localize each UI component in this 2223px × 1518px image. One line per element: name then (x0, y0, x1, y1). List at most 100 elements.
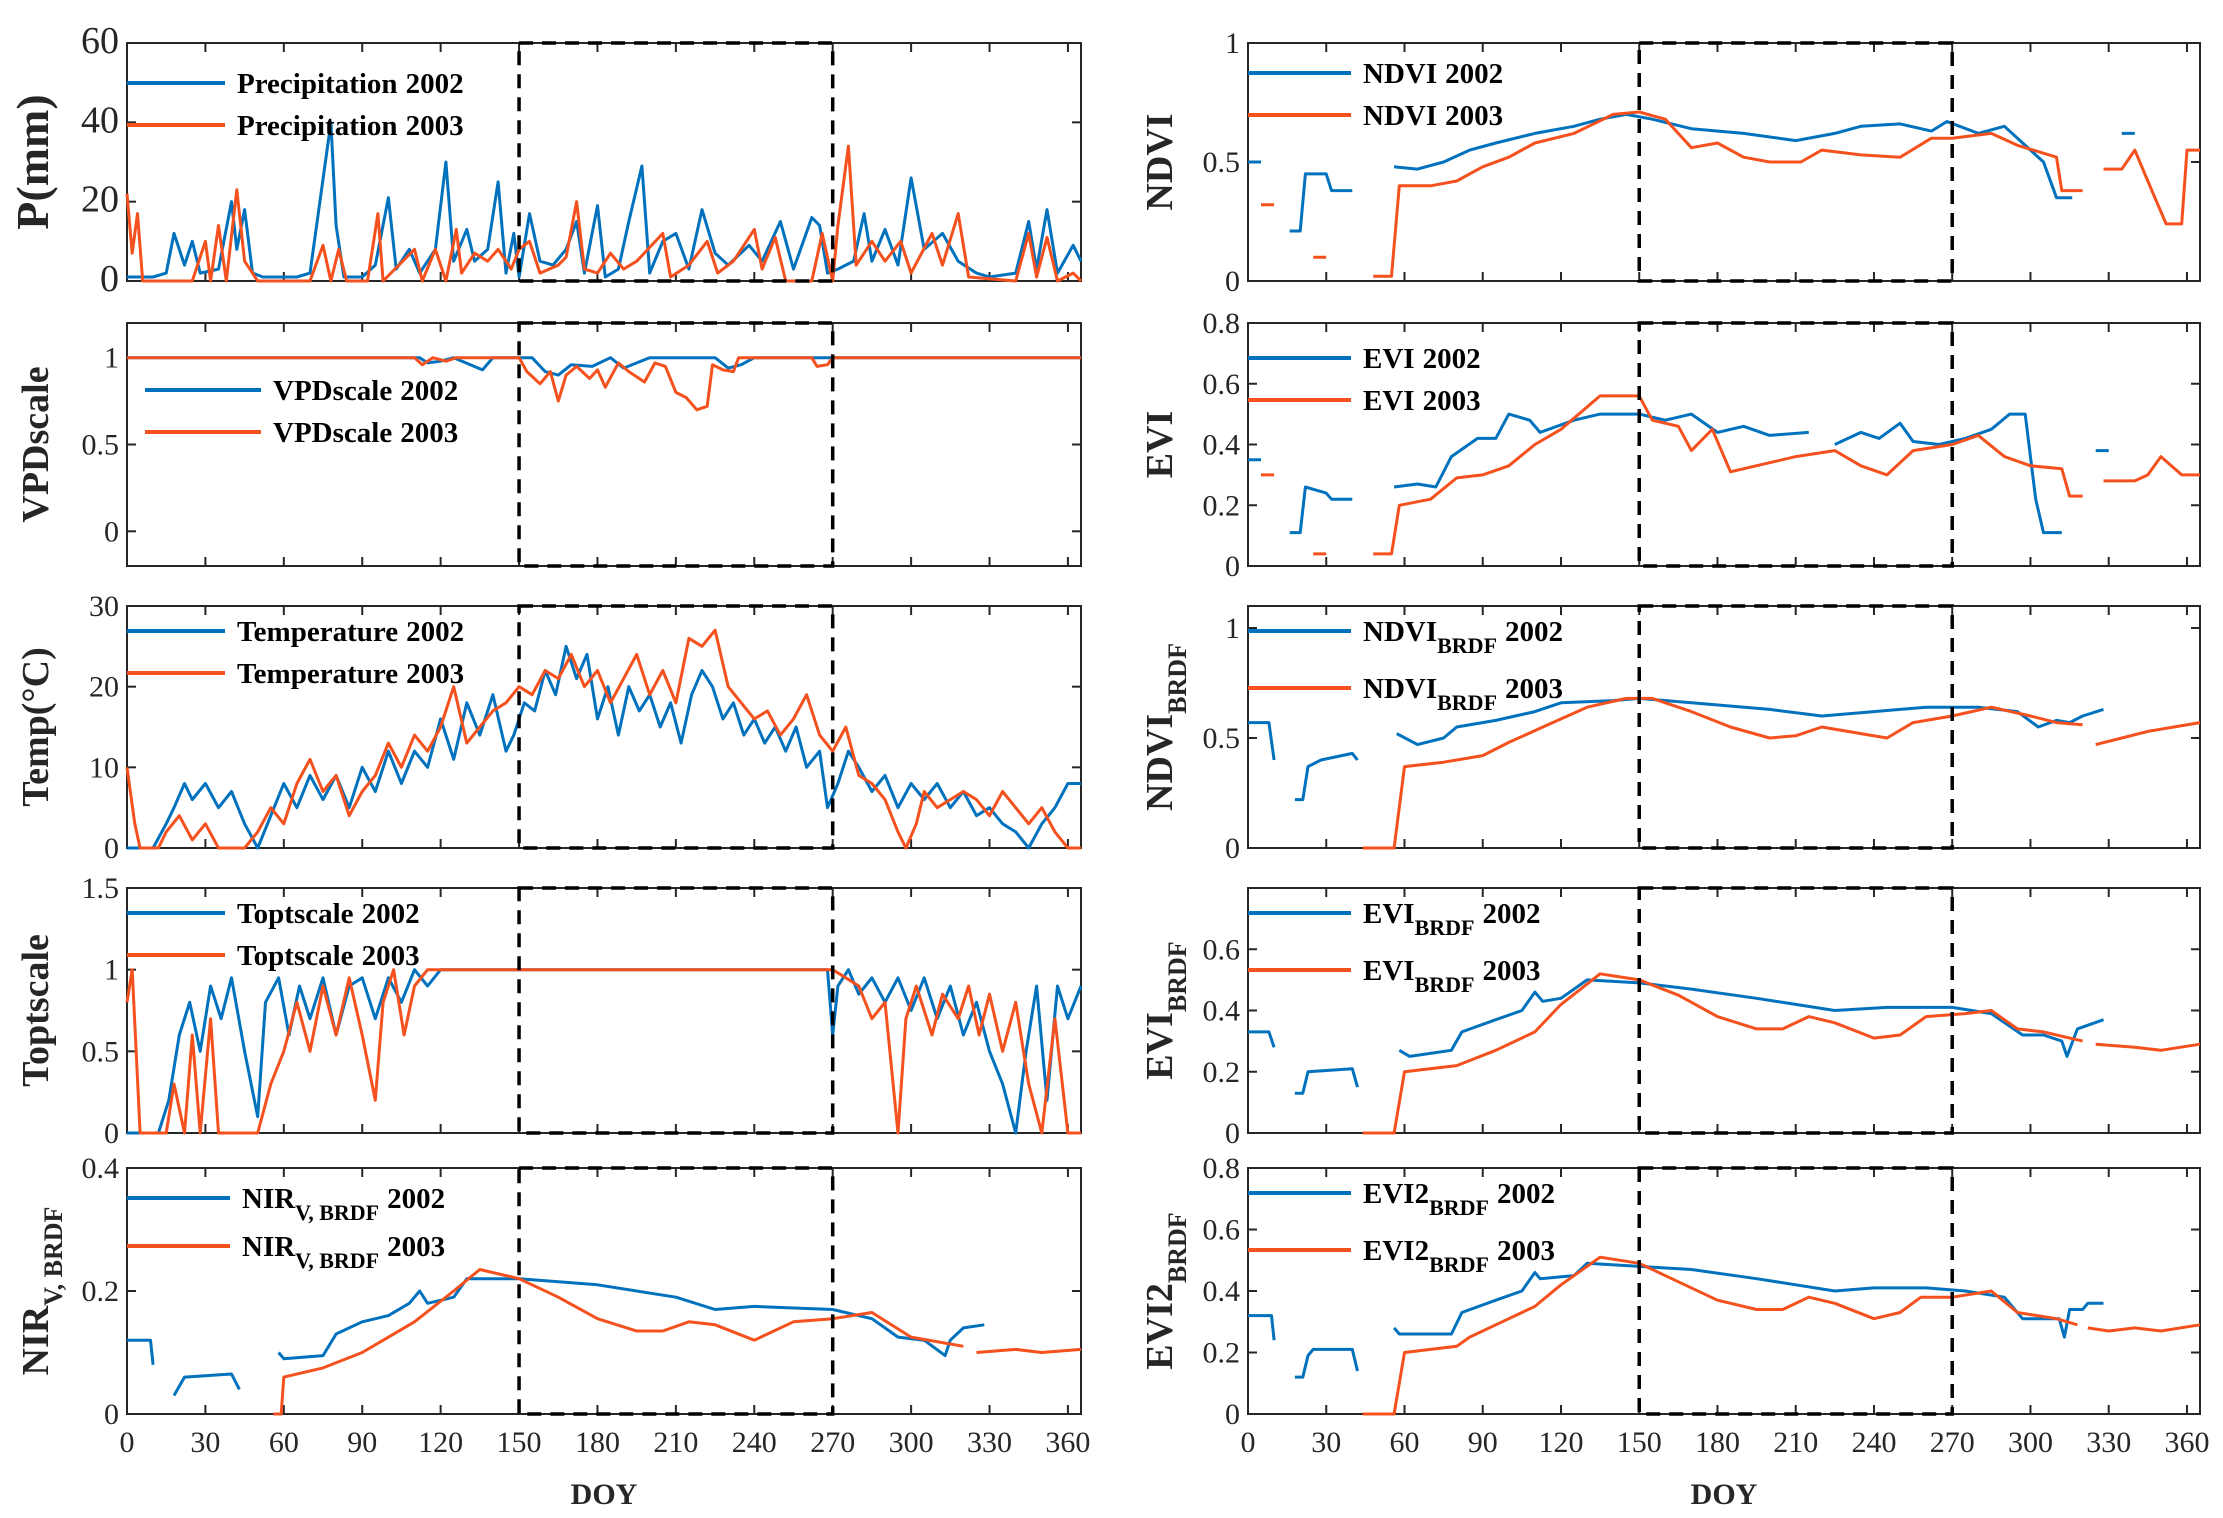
y-tick-label: 0.2 (1203, 1056, 1241, 1089)
legend-year: 2003 (387, 1231, 445, 1263)
legend-entry: EVIBRDF 2003 (1363, 955, 1540, 997)
axes-frame (126, 605, 1082, 849)
highlight-window-box (517, 604, 835, 850)
series-line-ndvi-2002 (1248, 112, 2135, 233)
legend-year: 2003 (1445, 100, 1503, 132)
series-line-temperature-2002 (127, 644, 1081, 850)
y-tick-label: 0.6 (1203, 933, 1241, 966)
y-tick-label: 0.4 (82, 1152, 120, 1185)
series-line-evi-2002 (1248, 412, 2109, 535)
y-tick-label: 0 (104, 1117, 119, 1150)
y-axis-label: VPDscale (15, 366, 57, 522)
x-tick-label: 330 (2086, 1426, 2131, 1459)
y-label-main: P(mm) (7, 94, 58, 229)
y-tick-label: 10 (89, 751, 119, 784)
y-tick-label: 0.2 (1203, 489, 1241, 522)
legend-label: NDVI (1363, 100, 1437, 132)
legend-year: 2002 (406, 616, 464, 648)
y-tick-label: 0 (1225, 265, 1240, 298)
legend-year: 2003 (406, 658, 464, 690)
legend-entry: EVIBRDF 2002 (1363, 898, 1540, 940)
y-tick-label: 0.2 (82, 1275, 120, 1308)
legend-subscript: BRDF (1437, 633, 1497, 658)
y-tick-label: 1.5 (82, 872, 120, 905)
x-tick-label: 0 (120, 1426, 135, 1459)
series-line-nirv-brdf-2002 (127, 1277, 985, 1397)
legend-entry: EVI2BRDF 2003 (1363, 1235, 1555, 1277)
legend-year: 2002 (387, 1183, 445, 1215)
axes-frame (126, 322, 1082, 567)
y-label-main: Temp(°C) (15, 647, 57, 806)
y-tick-label: 40 (81, 99, 119, 141)
legend-label: EVI2 (1363, 1235, 1429, 1267)
y-tick-label: 0.4 (1203, 1275, 1241, 1308)
x-tick-label: 270 (1930, 1426, 1975, 1459)
y-tick-label: 0 (1225, 1117, 1240, 1150)
y-label-subscript: BRDF (1163, 1212, 1192, 1283)
legend-year: 2002 (400, 375, 458, 407)
legend-label: EVI (1363, 898, 1415, 930)
y-tick-label: 1 (1225, 612, 1240, 645)
legend-entry: VPDscale 2002 (273, 375, 458, 407)
y-label-main: EVI (1139, 1012, 1181, 1080)
x-tick-label: 240 (1851, 1426, 1896, 1459)
legend-label: EVI2 (1363, 1178, 1429, 1210)
series-line-precipitation-2002 (127, 120, 1083, 279)
legend-entry: NDVI 2002 (1363, 58, 1503, 90)
x-tick-label: 0 (1241, 1426, 1256, 1459)
series-line-toptscale-2002 (127, 968, 1083, 1135)
y-axis-label: EVIBRDF (1139, 941, 1192, 1079)
y-label-subscript: BRDF (1163, 941, 1192, 1012)
x-tick-label: 90 (347, 1426, 377, 1459)
legend-entry: Precipitation 2002 (237, 68, 464, 100)
highlight-window-box (517, 1166, 835, 1416)
y-axis-label: NDVIBRDF (1139, 643, 1192, 811)
series-line-precipitation-2003 (125, 144, 1083, 283)
series-line-temperature-2003 (125, 628, 1081, 850)
y-tick-label: 0 (1225, 832, 1240, 865)
y-tick-label: 0.5 (1203, 722, 1241, 755)
legend-year: 2002 (362, 898, 420, 930)
y-tick-label: 1 (104, 954, 119, 987)
y-axis-label: Toptscale (15, 934, 57, 1087)
series-line-ndvi-2003 (1261, 110, 2200, 278)
legend-label: Precipitation (237, 68, 398, 100)
x-tick-label: 120 (418, 1426, 463, 1459)
series-line-nirv-brdf-2003 (273, 1268, 1082, 1416)
y-label-subscript: V, BRDF (39, 1207, 68, 1306)
legend-entry: Toptscale 2002 (237, 898, 420, 930)
legend-year: 2002 (1445, 58, 1503, 90)
series-line-vpdscale-2003 (127, 356, 1081, 412)
legend-label: Temperature (237, 616, 398, 648)
highlight-window-box (1637, 886, 1954, 1135)
x-tick-label: 90 (1468, 1426, 1498, 1459)
x-tick-label: 360 (1045, 1426, 1090, 1459)
legend-entry: NIRV, BRDF 2002 (242, 1183, 445, 1225)
y-label-main: VPDscale (15, 366, 57, 522)
legend-label: Toptscale (237, 940, 354, 972)
y-tick-label: 0.2 (1203, 1337, 1241, 1370)
legend-label: Temperature (237, 658, 398, 690)
legend-entry: Temperature 2003 (237, 658, 464, 690)
legend-year: 2002 (406, 68, 464, 100)
y-axis-label: NIRV, BRDF (15, 1207, 68, 1376)
legend-year: 2002 (1497, 1178, 1555, 1210)
y-axis-label: NDVI (1139, 113, 1181, 210)
legend-entry: NDVI 2003 (1363, 100, 1503, 132)
highlight-window-box (1637, 1166, 1954, 1416)
x-tick-label: 60 (1389, 1426, 1419, 1459)
x-tick-label: 180 (575, 1426, 620, 1459)
series-line-ndvi-brdf-2003 (1362, 696, 2201, 850)
x-tick-label: 150 (1617, 1426, 1662, 1459)
legend-label: VPDscale (273, 375, 392, 407)
series-line-toptscale-2003 (125, 968, 1081, 1135)
y-tick-label: 1 (1225, 27, 1240, 60)
y-tick-label: 0.5 (82, 429, 120, 462)
x-tick-label: 210 (1773, 1426, 1818, 1459)
y-tick-label: 0.4 (1203, 429, 1241, 462)
